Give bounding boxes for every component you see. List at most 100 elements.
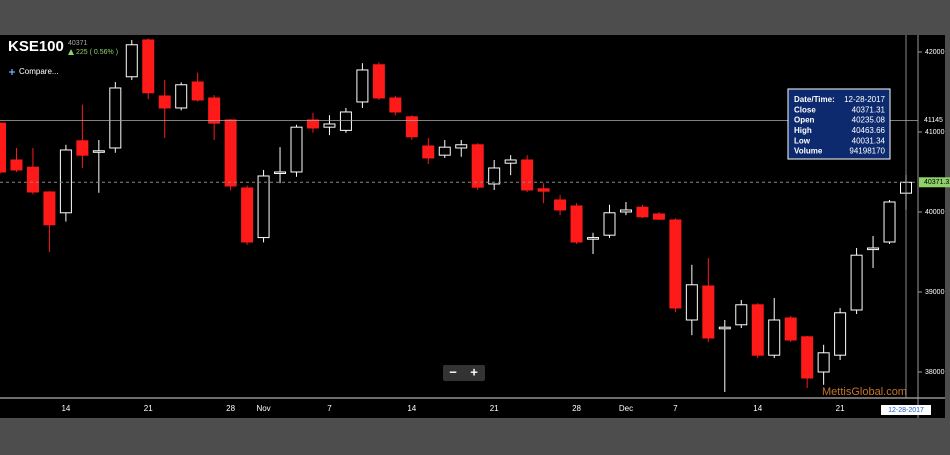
crosshair-x-box [881,405,931,415]
tooltip-box [787,88,891,160]
tooltip-label: Close [794,105,816,114]
zoom-background [443,365,485,381]
symbol: KSE100 [8,38,64,55]
candle-body [306,119,319,129]
y-tick-label: 41000 [925,129,945,136]
candle-body [784,317,797,341]
candle-body [290,126,303,173]
candle-body [10,159,23,171]
candle-body [59,149,72,214]
candle-body [191,81,204,101]
zoom-out[interactable]: − [449,364,457,379]
watermark: MettisGlobal.com [822,386,907,398]
compare-label[interactable]: Compare... [19,67,59,76]
tooltip: Date/Time: 12-28-2017 Close 40371.31 Open 402… [787,88,891,160]
candle-body [422,145,435,159]
x-tick-label: Nov [256,404,270,413]
x-tick-label: Dec [619,404,633,413]
candle-body [652,213,665,220]
crosshair-x-label: 12-28-2017 [888,407,924,414]
candle-body [554,199,567,211]
tooltip-value: 94198170 [849,147,885,156]
candle-body [801,336,814,379]
candle-body [241,187,254,243]
candle-body [702,285,715,339]
candle-body [109,87,122,149]
tooltip-label: High [794,126,812,135]
candle-body [389,97,402,113]
y-tick-label: 40000 [925,209,945,216]
y-tick-label: 42000 [925,49,945,56]
candle-body [257,175,270,239]
last-price-box [919,177,950,188]
candle-body [339,111,352,131]
candle-body [125,44,138,78]
candle-body [850,254,863,311]
y-tick-label: 38000 [925,369,945,376]
up-arrow [68,49,74,55]
candle-body [224,119,237,187]
candle-body [537,188,550,192]
candle-body [0,122,6,173]
last-price-label: 40371.31 [924,179,950,186]
x-tick-label: 28 [572,404,581,413]
plot-area [0,38,918,392]
x-tick-label: 7 [327,404,332,413]
candle-body [636,206,649,218]
tooltip-label: Open [794,116,815,125]
x-tick-label: 7 [673,404,678,413]
tooltip-label: Low [794,136,811,145]
candle-body [488,167,501,185]
candle-body [751,304,764,356]
candle-body [521,159,534,191]
candle-body [43,191,56,226]
candle-body [718,326,731,330]
candle-body [768,319,781,356]
x-tick-label: 14 [61,404,70,413]
tooltip-label: Date/Time: [794,95,835,104]
candle-body [405,116,418,138]
candle-body [356,69,369,103]
candle-body [883,201,896,243]
x-tick-label: 21 [144,404,153,413]
crosshair-y-label: 41145 [924,117,943,124]
compare-button[interactable]: Compare... [9,67,59,76]
candle-body [735,304,748,326]
zoom-controls: − + [443,364,485,381]
candle-body [570,205,583,243]
x-tick-label: 21 [490,404,499,413]
candle-body [274,171,287,174]
candle-body [76,140,89,156]
zoom-in[interactable]: + [470,364,478,379]
tooltip-label: Volume [794,147,823,156]
candle-body [158,95,171,109]
tooltip-value: 40031.34 [852,136,886,145]
candle-body [587,237,600,240]
candle-body [619,209,632,213]
candle-body [92,150,105,153]
y-tick-label: 39000 [925,289,945,296]
candle-body [669,219,682,309]
x-tick-label: 28 [226,404,235,413]
candle-body [455,144,468,149]
tooltip-value: 40235.08 [852,116,886,125]
candle-body [142,39,155,94]
candle-body [685,284,698,321]
candle-body [372,64,385,99]
x-tick-label: 21 [836,404,845,413]
candle-body [175,84,188,109]
change: 225 ( 0.56% ) [76,49,118,56]
x-tick-label: 14 [407,404,416,413]
candle-body [208,97,221,124]
tooltip-value: 12-28-2017 [844,95,885,104]
candle-body [26,166,39,193]
candle-body [504,159,517,164]
candle-body [817,352,830,373]
tooltip-value: 40371.31 [852,105,886,114]
plus-icon [9,69,15,75]
tooltip-value: 40463.66 [852,126,886,135]
candle-body [834,312,847,356]
candle-body [471,144,484,188]
candle-body [867,247,880,251]
